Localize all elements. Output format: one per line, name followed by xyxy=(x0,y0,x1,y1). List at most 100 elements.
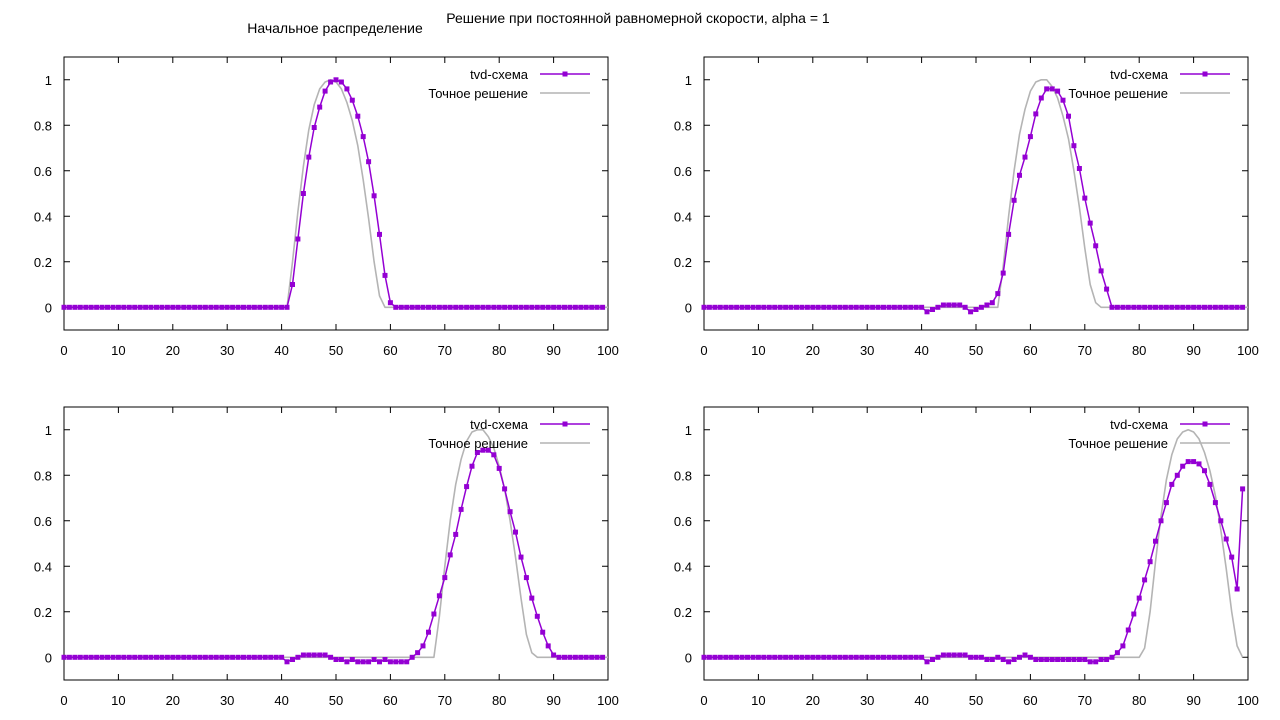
data-point xyxy=(1196,304,1202,310)
data-point xyxy=(262,654,268,660)
x-tick-label: 50 xyxy=(329,343,343,358)
data-point xyxy=(562,654,567,660)
data-point xyxy=(734,654,740,660)
data-point xyxy=(387,659,393,665)
x-tick-label: 100 xyxy=(1237,693,1259,708)
data-point xyxy=(398,304,404,310)
legend-label: Точное решение xyxy=(428,436,528,451)
y-tick-label: 0.4 xyxy=(674,209,692,224)
x-tick-label: 20 xyxy=(806,693,820,708)
data-point xyxy=(995,291,1001,297)
x-tick-label: 50 xyxy=(969,343,983,358)
data-point xyxy=(1022,154,1028,160)
data-point xyxy=(83,654,89,660)
data-point xyxy=(164,304,170,310)
x-tick-label: 0 xyxy=(700,693,707,708)
data-point xyxy=(154,654,159,660)
data-point xyxy=(213,304,219,310)
x-tick-label: 70 xyxy=(438,693,452,708)
data-point xyxy=(1076,657,1082,662)
data-point xyxy=(794,304,799,310)
legend-label: tvd-схема xyxy=(1110,67,1169,82)
data-point xyxy=(1049,86,1055,92)
data-point xyxy=(755,654,761,660)
data-point xyxy=(1033,111,1039,117)
data-point xyxy=(897,654,903,660)
data-point xyxy=(832,654,838,660)
data-point xyxy=(1180,304,1186,310)
data-point xyxy=(404,304,410,310)
data-point xyxy=(480,447,486,453)
data-point xyxy=(1076,166,1082,171)
data-point xyxy=(415,650,421,656)
data-point xyxy=(99,304,105,310)
data-point xyxy=(393,659,399,665)
x-tick-label: 30 xyxy=(860,693,874,708)
data-point xyxy=(578,654,584,660)
data-point xyxy=(589,654,595,660)
y-tick-label: 0.4 xyxy=(34,559,52,574)
data-point xyxy=(600,654,606,660)
legend-label: tvd-схема xyxy=(470,67,529,82)
legend-label: Точное решение xyxy=(428,86,528,101)
data-point xyxy=(284,304,290,310)
x-tick-label: 0 xyxy=(60,693,67,708)
data-point xyxy=(197,654,203,660)
data-point xyxy=(562,304,567,310)
data-point xyxy=(338,79,344,85)
data-point xyxy=(507,509,513,515)
legend-marker xyxy=(1202,421,1208,427)
data-point xyxy=(728,304,734,310)
data-point xyxy=(377,231,382,237)
data-point xyxy=(908,654,914,660)
data-point xyxy=(366,659,372,665)
data-point xyxy=(1136,595,1142,601)
data-point xyxy=(1044,86,1050,92)
data-point xyxy=(83,304,89,310)
data-point xyxy=(1006,659,1012,665)
x-tick-label: 50 xyxy=(969,693,983,708)
data-point xyxy=(810,304,816,310)
y-tick-label: 1 xyxy=(685,423,692,438)
data-point xyxy=(984,657,990,662)
x-tick-label: 50 xyxy=(329,693,343,708)
data-point xyxy=(935,654,941,660)
data-point xyxy=(891,304,897,310)
data-point xyxy=(826,654,832,660)
data-point xyxy=(1027,654,1033,660)
data-point xyxy=(333,77,339,83)
data-point xyxy=(1093,243,1099,249)
data-point xyxy=(962,652,968,658)
data-point xyxy=(382,657,388,662)
y-tick-label: 0.8 xyxy=(674,468,692,483)
legend-marker xyxy=(562,71,568,77)
data-point xyxy=(870,654,876,660)
data-point xyxy=(1223,536,1229,542)
data-point xyxy=(186,654,192,660)
data-point xyxy=(810,654,816,660)
data-point xyxy=(717,304,723,310)
data-point xyxy=(311,125,317,130)
data-point xyxy=(1218,518,1224,524)
data-point xyxy=(94,654,100,660)
data-point xyxy=(799,304,805,310)
data-point xyxy=(311,652,317,658)
data-point xyxy=(344,86,350,92)
data-point xyxy=(279,654,285,660)
data-point xyxy=(431,304,437,310)
data-point xyxy=(235,304,241,310)
data-point xyxy=(322,88,328,94)
data-point xyxy=(148,654,154,660)
x-tick-label: 40 xyxy=(274,693,288,708)
data-point xyxy=(832,304,838,310)
data-point xyxy=(447,304,453,310)
data-point xyxy=(706,654,712,660)
data-point xyxy=(164,654,170,660)
data-point xyxy=(1027,134,1033,140)
data-point xyxy=(1038,95,1044,101)
data-point xyxy=(1185,304,1191,310)
legend-label: tvd-схема xyxy=(1110,417,1169,432)
x-tick-label: 70 xyxy=(438,343,452,358)
data-point xyxy=(1033,657,1039,662)
data-point xyxy=(458,506,464,512)
